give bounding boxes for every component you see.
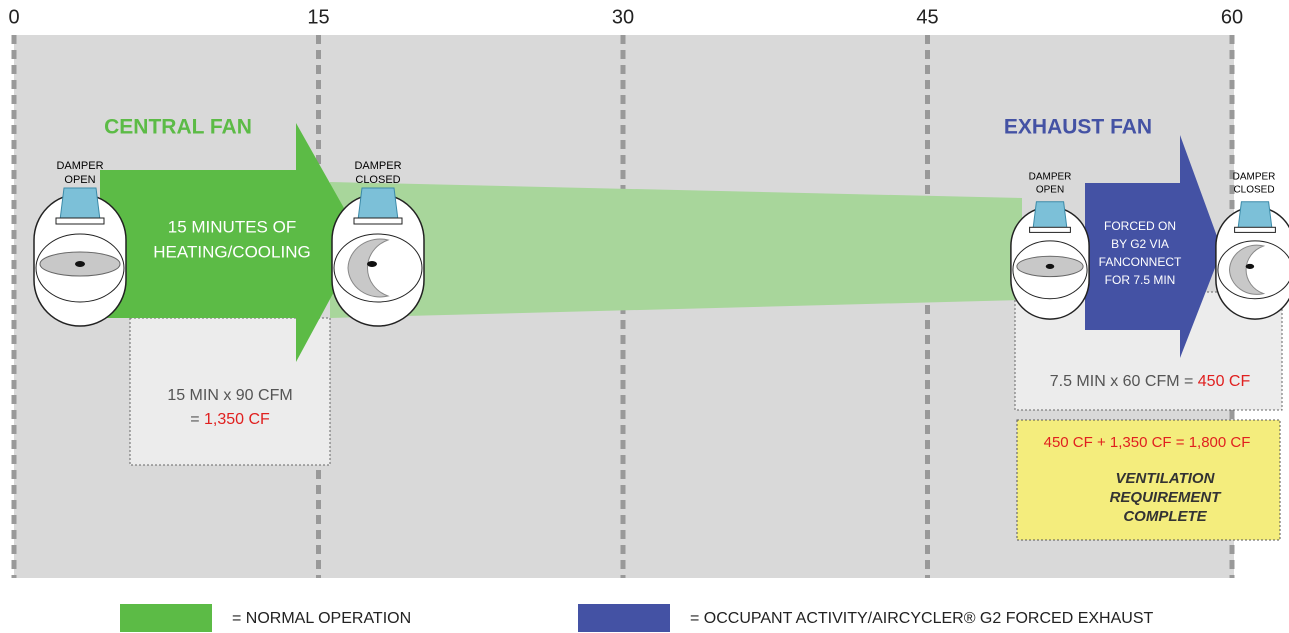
legend-swatch (120, 604, 212, 632)
calc-text: 15 MIN x 90 CFM (167, 387, 292, 404)
summary-total: 450 CF + 1,350 CF = 1,800 CF (1044, 434, 1251, 451)
tick-label: 0 (8, 6, 19, 28)
airflow-band (330, 182, 1022, 318)
central-fan-title: CENTRAL FAN (104, 116, 252, 139)
damper-label: DAMPER (1233, 172, 1276, 183)
damper-mount (1029, 226, 1071, 233)
damper-label: OPEN (64, 174, 95, 186)
damper-actuator (1032, 201, 1068, 230)
damper-pivot (367, 261, 377, 267)
damper-label: OPEN (1036, 185, 1064, 196)
damper-blade (347, 238, 390, 298)
tick-label: 15 (307, 6, 329, 28)
summary-status: VENTILATION (1116, 470, 1216, 487)
legend-label: = NORMAL OPERATION (232, 610, 411, 627)
damper-mount (1234, 226, 1276, 233)
damper-label: DAMPER (1029, 172, 1072, 183)
calc-value: 450 CF (1198, 373, 1251, 390)
damper-label: DAMPER (354, 160, 401, 172)
damper-actuator (357, 187, 399, 221)
summary-status: REQUIREMENT (1110, 489, 1223, 506)
damper-label: DAMPER (56, 160, 103, 172)
damper-label: CLOSED (355, 174, 400, 186)
damper-mount (353, 217, 403, 225)
exhaust-fan-arrow (1085, 135, 1222, 358)
central-fan-arrow (100, 123, 362, 362)
calc-text: 7.5 MIN x 60 CFM = 450 CF (1050, 373, 1251, 390)
damper-pivot (1245, 263, 1255, 269)
tick-label: 45 (916, 6, 938, 28)
damper-actuator (59, 187, 101, 221)
arrow-text: FORCED ON (1104, 219, 1176, 233)
tick-label: 60 (1221, 6, 1243, 28)
arrow-text: FOR 7.5 MIN (1105, 273, 1176, 287)
arrow-text: FANCONNECT (1099, 255, 1182, 269)
damper-mount (55, 217, 105, 225)
legend-label: = OCCUPANT ACTIVITY/AIRCYCLER® G2 FORCED… (690, 610, 1154, 627)
damper-label: CLOSED (1233, 185, 1274, 196)
damper-pivot (1045, 263, 1055, 269)
summary-box (1016, 419, 1281, 541)
damper-actuator (1237, 201, 1273, 230)
damper-pivot (75, 261, 85, 267)
damper-blade (1228, 244, 1266, 295)
arrow-text: HEATING/COOLING (153, 242, 310, 261)
calc-value: 1,350 CF (204, 411, 270, 428)
legend-swatch (578, 604, 670, 632)
calc-prefix: 7.5 MIN x 60 CFM = (1050, 373, 1194, 390)
tick-label: 30 (612, 6, 634, 28)
arrow-text: 15 MINUTES OF (168, 217, 296, 236)
calc-text: = 1,350 CF (190, 411, 270, 428)
exhaust-fan-title: EXHAUST FAN (1004, 116, 1152, 139)
arrow-text: BY G2 VIA (1111, 237, 1169, 251)
calc-prefix: = (190, 411, 199, 428)
summary-status: COMPLETE (1123, 508, 1207, 525)
